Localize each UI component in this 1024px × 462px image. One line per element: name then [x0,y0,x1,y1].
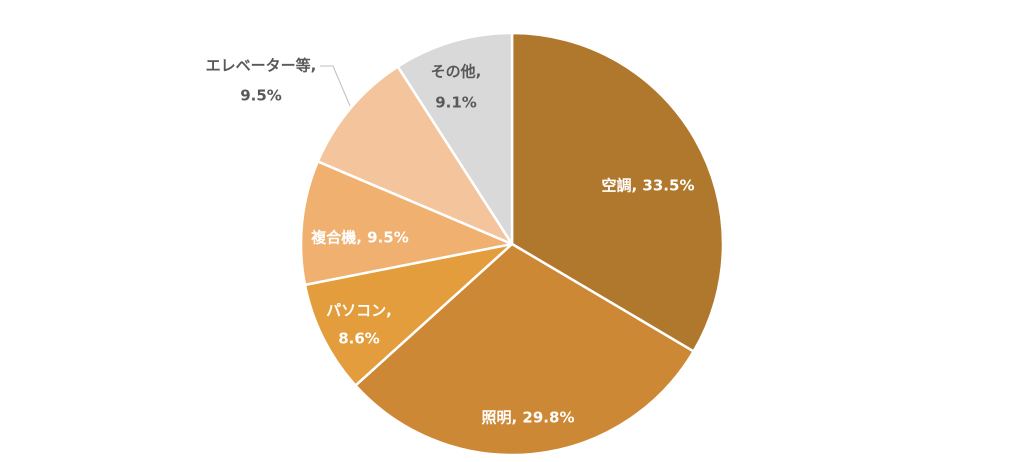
slice-label: 空調, 33.5% [602,177,695,195]
pie-slices [299,31,725,457]
pie-slice [303,242,514,387]
pie-slice [510,31,725,353]
slice-label: 照明, 29.8% [482,409,575,427]
slice-label: 複合機, 9.5% [310,229,409,247]
slice-label: 9.1% [435,94,477,112]
slice-label: 9.5% [240,87,282,105]
pie-slice [354,242,695,457]
pie-slice [396,31,514,246]
slice-label: パソコン, [326,302,392,320]
slice-labels: 空調, 33.5% 照明, 29.8% パソコン, 8.6% 複合機, 9.5% エレベー… [206,57,695,427]
leader-lines [320,65,351,107]
slice-label: 8.6% [338,330,380,348]
leader-line [320,65,351,107]
pie-slice [299,160,514,287]
slice-label: エレベーター等, [206,57,317,75]
slice-label: その他, [431,63,482,81]
pie-slice [316,65,514,246]
